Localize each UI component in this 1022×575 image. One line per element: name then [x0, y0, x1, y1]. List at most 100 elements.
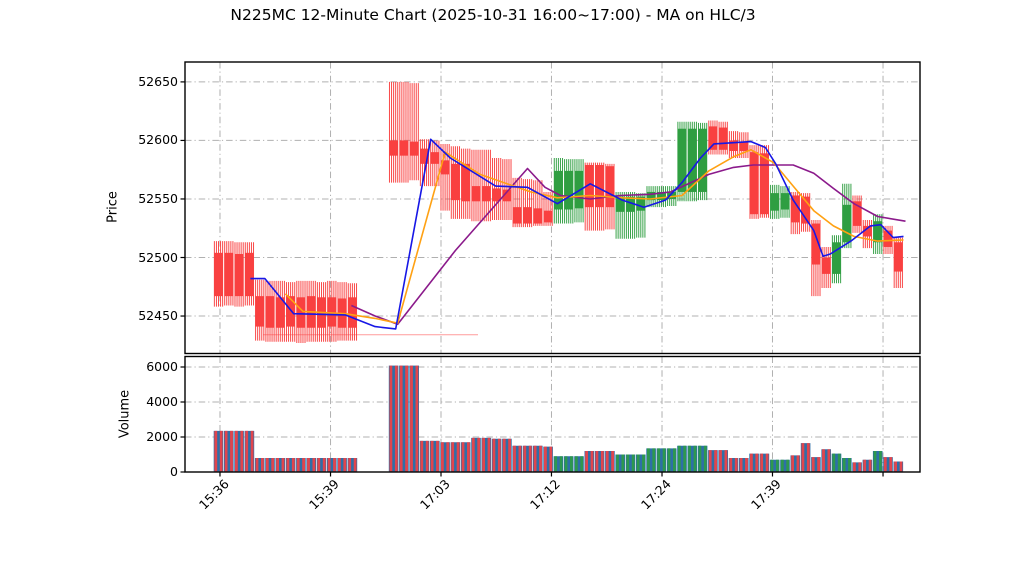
candle-wicks — [533, 180, 543, 226]
volume-bar-hatch — [296, 458, 305, 472]
volume-bar — [409, 365, 419, 472]
volume-bar-hatch — [791, 455, 800, 472]
candle-body — [801, 196, 810, 224]
volume-bar-hatch — [276, 458, 285, 472]
price-tick-label: 52450 — [138, 308, 178, 323]
ma-mid-orange — [284, 149, 904, 324]
volume-bar — [759, 453, 770, 472]
volume-bar-hatch — [822, 449, 831, 472]
ma-mid-orange-line — [284, 149, 904, 324]
candle-body — [512, 207, 522, 224]
candle-body — [657, 191, 666, 201]
candle-body — [348, 297, 357, 328]
volume-bar — [584, 451, 595, 472]
candle-body — [636, 196, 646, 211]
candle-body — [832, 242, 841, 274]
candle-body — [492, 188, 501, 202]
volume-bars — [213, 365, 904, 472]
volume-tick-label: 0 — [170, 464, 178, 479]
volume-bar — [646, 448, 656, 472]
volume-bar-hatch — [214, 430, 223, 472]
volume-bar-hatch — [327, 458, 336, 472]
candle-body — [790, 195, 800, 223]
volume-bar — [625, 454, 636, 472]
volume-bar — [749, 453, 759, 472]
volume-bar — [399, 365, 409, 472]
candle-wicks — [625, 191, 636, 239]
price-tick-label: 52600 — [138, 132, 178, 148]
volume-bar — [213, 430, 224, 472]
volume-bar-hatch — [760, 453, 769, 472]
volume-bar-hatch — [564, 456, 573, 472]
volume-bar — [481, 437, 492, 472]
candle-body — [275, 297, 285, 328]
volume-bar-hatch — [667, 448, 676, 472]
volume-bar — [491, 438, 502, 472]
volume-bar — [605, 451, 615, 472]
volume-bar-hatch — [554, 456, 563, 472]
candle-wicks — [388, 81, 399, 183]
volume-bar — [862, 459, 873, 472]
candle-wicks — [409, 83, 419, 181]
ma-fast-blue — [250, 138, 904, 330]
candle-body — [646, 191, 656, 201]
candle-body — [461, 163, 471, 202]
volume-bar-hatch — [441, 442, 450, 472]
candle-body — [863, 225, 872, 237]
volume-bar-hatch — [224, 430, 233, 472]
volume-bar-hatch — [801, 443, 810, 472]
candle-wicks — [636, 193, 646, 238]
volume-bar — [430, 440, 440, 472]
candle-body — [584, 165, 594, 208]
volume-bar — [883, 457, 893, 472]
volume-bar-hatch — [595, 451, 604, 472]
volume-bar-hatch — [492, 438, 501, 472]
volume-bar-hatch — [842, 458, 851, 472]
volume-bar — [687, 445, 698, 472]
candle-body — [327, 297, 337, 327]
gridlines — [185, 62, 920, 472]
candle-body — [389, 140, 398, 156]
volume-bar-hatch — [688, 445, 697, 472]
candle-body — [420, 148, 429, 164]
volume-bar-hatch — [585, 451, 594, 472]
volume-bar — [842, 458, 852, 472]
candle-body — [770, 193, 780, 211]
candle-body — [687, 128, 697, 192]
volume-bar-hatch — [605, 451, 614, 472]
candle-body — [543, 210, 553, 223]
volume-bar — [419, 440, 430, 472]
candle-body — [626, 196, 635, 212]
candle-body — [842, 204, 852, 243]
volume-bar-hatch — [873, 451, 882, 472]
volume-bar-hatch — [657, 448, 666, 472]
candle-body — [523, 207, 532, 224]
volume-bar-hatch — [698, 445, 707, 472]
price-tick-label: 52550 — [138, 191, 178, 206]
candle-body — [708, 126, 718, 150]
candle-body — [224, 252, 234, 297]
candle-body — [883, 230, 893, 247]
candle-body — [605, 166, 615, 208]
volume-bar — [636, 454, 646, 472]
volume-bar-hatch — [853, 462, 862, 472]
candle-body — [677, 128, 687, 192]
volume-bar-hatch — [255, 458, 264, 472]
candle-body — [667, 191, 677, 199]
volume-bar-hatch — [811, 457, 820, 472]
volume-bar — [769, 459, 780, 472]
candle-wicks — [471, 149, 481, 222]
volume-bar-hatch — [533, 445, 542, 472]
price-tick-label: 52500 — [138, 249, 178, 265]
volume-bar — [388, 365, 399, 472]
candle-body — [533, 208, 543, 224]
volume-bar-hatch — [513, 445, 522, 472]
volume-bar — [677, 445, 687, 472]
volume-bar — [275, 458, 286, 472]
volume-bar — [543, 446, 553, 472]
volume-bar-hatch — [245, 430, 254, 472]
volume-bar-hatch — [636, 454, 645, 472]
candle-body — [739, 141, 749, 151]
